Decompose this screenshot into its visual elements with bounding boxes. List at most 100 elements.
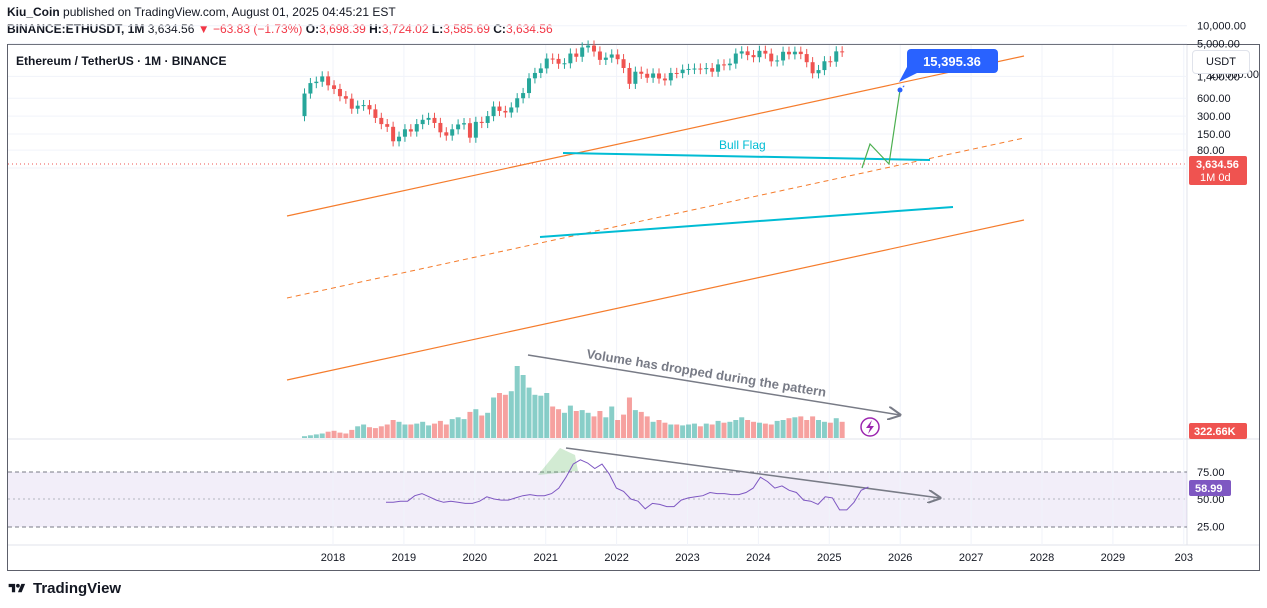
candle-body xyxy=(491,106,496,117)
volume-bar xyxy=(431,423,437,438)
candle-body xyxy=(603,57,608,60)
channel-upper-line[interactable] xyxy=(286,55,1025,217)
rsi-tick-label: 50.00 xyxy=(1197,494,1225,506)
rsi-trend-arrow[interactable] xyxy=(565,447,940,498)
volume-bar xyxy=(650,421,656,438)
candle-body xyxy=(414,124,419,132)
candle-body xyxy=(332,85,337,89)
flag-lower-line[interactable] xyxy=(539,206,954,238)
candle-body xyxy=(556,58,561,64)
channel-lower-line[interactable] xyxy=(286,219,1025,381)
candle-body xyxy=(444,132,449,136)
volume-bar xyxy=(827,422,833,438)
candle-body xyxy=(302,93,307,117)
candle-body xyxy=(568,53,573,64)
candle-body xyxy=(391,126,396,142)
volume-bar xyxy=(337,432,343,438)
candle-body xyxy=(621,59,626,68)
price-axis[interactable]: 10,000.00 5,000.00 1,400.00 600.00 300.00 150… xyxy=(1197,21,1246,175)
rsi-overbought-fill xyxy=(538,448,578,475)
currency-button[interactable]: USDT xyxy=(1192,50,1250,74)
last-price-countdown: 1M 0d xyxy=(1200,172,1231,184)
volume-bar xyxy=(544,393,550,438)
time-tick-label: 2021 xyxy=(533,552,557,564)
volume-bar xyxy=(751,421,757,438)
time-tick-label: 2029 xyxy=(1101,552,1125,564)
time-axis[interactable]: 2018 2019 2020 2021 2022 2023 2024 2025 2026 2027… xyxy=(321,552,1193,564)
volume-bar xyxy=(461,419,467,438)
projection-path[interactable] xyxy=(861,89,901,169)
candle-body xyxy=(326,76,331,86)
volume-bar xyxy=(479,415,485,438)
price-tick-label: 1,400.00 xyxy=(1197,71,1240,83)
candle-body xyxy=(544,58,549,69)
volume-bar xyxy=(621,414,627,438)
candle-body xyxy=(580,47,585,57)
candle-body xyxy=(402,129,407,137)
volume-bar xyxy=(420,421,426,438)
rsi-series xyxy=(386,448,869,511)
candle-body xyxy=(698,68,703,70)
candle-body xyxy=(710,68,715,72)
channel-mid-line[interactable] xyxy=(286,137,1025,299)
volume-bar xyxy=(396,421,402,438)
candle-body xyxy=(662,78,667,81)
volume-bar xyxy=(378,426,384,438)
bull-flag-label: Bull Flag xyxy=(719,138,766,152)
candle-body xyxy=(721,64,726,66)
target-badge[interactable]: 15,395.36 xyxy=(899,49,998,82)
volume-bar xyxy=(579,410,585,438)
rsi-value-label: 58.99 xyxy=(1195,483,1223,495)
candle-body xyxy=(397,136,402,142)
lightning-icon[interactable] xyxy=(860,417,880,437)
candle-body xyxy=(408,129,413,132)
time-tick-label: 203 xyxy=(1175,552,1193,564)
last-price-axis-label: 3,634.56 xyxy=(1196,159,1239,171)
down-arrow-icon: ▼ xyxy=(197,22,210,36)
rsi-axis: 75.00 50.00 25.00 xyxy=(1197,467,1225,534)
rsi-tick-label: 25.00 xyxy=(1197,521,1225,533)
volume-bar xyxy=(721,422,727,438)
volume-bar xyxy=(709,424,715,438)
volume-bar xyxy=(467,411,473,438)
volume-bar xyxy=(591,416,597,438)
candle-body xyxy=(592,45,597,52)
volume-bar xyxy=(567,405,573,438)
volume-bar xyxy=(691,423,697,438)
chart-title: Ethereum / TetherUS · 1M · BINANCE xyxy=(16,54,227,68)
volume-bar xyxy=(833,418,839,438)
candle-body xyxy=(432,117,437,123)
candle-body xyxy=(781,51,786,61)
volume-bar xyxy=(762,423,768,438)
candle-body xyxy=(503,110,508,113)
volume-trend-arrow[interactable] xyxy=(527,354,900,415)
candle-body xyxy=(769,53,774,62)
volume-bar xyxy=(792,417,798,438)
candle-body xyxy=(757,50,762,58)
candle-body xyxy=(615,54,620,60)
volume-bar xyxy=(520,375,526,438)
volume-bar xyxy=(839,421,845,438)
price-tick-label: 10,000.00 xyxy=(1197,21,1246,33)
footer-brand: TradingView xyxy=(7,580,121,597)
target-point[interactable] xyxy=(897,87,903,93)
volume-bar xyxy=(331,430,337,438)
candle-body xyxy=(745,51,750,56)
volume-bar xyxy=(414,423,420,438)
chart-frame[interactable] xyxy=(7,44,1260,571)
volume-bar xyxy=(538,395,544,438)
candle-body xyxy=(609,54,614,58)
candle-body xyxy=(834,51,839,62)
time-tick-label: 2020 xyxy=(463,552,487,564)
time-tick-label: 2028 xyxy=(1030,552,1054,564)
candle-body xyxy=(337,88,342,97)
candle-body xyxy=(786,51,791,55)
volume-bar xyxy=(810,416,816,438)
candle-body xyxy=(343,96,348,99)
flag-upper-line[interactable] xyxy=(562,152,931,161)
candle-body xyxy=(450,129,455,136)
publisher-name[interactable]: Kiu_Coin xyxy=(7,5,60,19)
volume-bar xyxy=(786,418,792,438)
candle-body xyxy=(532,72,537,79)
